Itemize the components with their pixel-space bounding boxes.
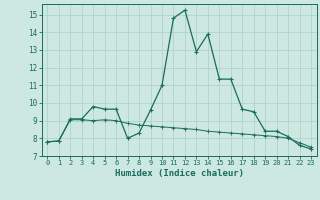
X-axis label: Humidex (Indice chaleur): Humidex (Indice chaleur): [115, 169, 244, 178]
